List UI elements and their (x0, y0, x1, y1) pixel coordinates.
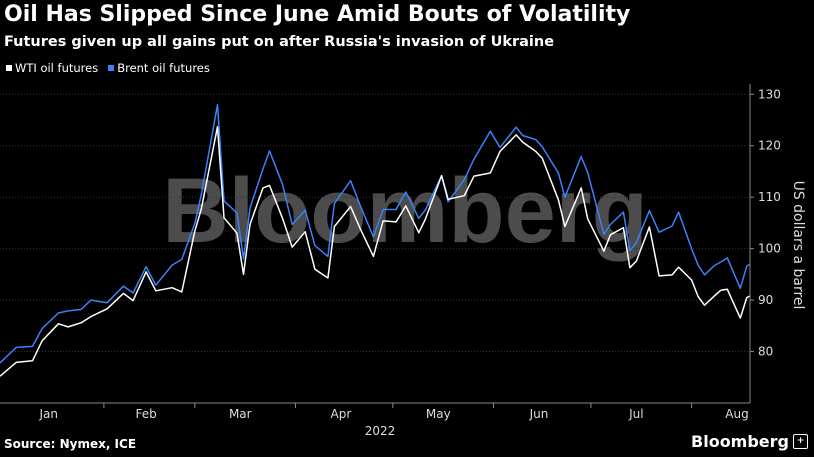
y-axis-label: US dollars a barrel (790, 181, 806, 310)
x-tick-label-mar: Mar (229, 407, 252, 421)
legend-swatch-wti (6, 65, 12, 71)
chart-title: Oil Has Slipped Since June Amid Bouts of… (4, 2, 631, 27)
x-tick-label-apr: Apr (331, 407, 352, 421)
legend-item-brent: Brent oil futures (108, 61, 210, 75)
source-note: Source: Nymex, ICE (4, 437, 137, 451)
bloomberg-brand: Bloomberg + (691, 432, 808, 451)
x-tick-label-jul: Jul (628, 407, 643, 421)
y-tick-label-130: 130 (758, 87, 781, 101)
series-line-wti (0, 125, 751, 377)
x-tick-label-feb: Feb (135, 407, 156, 421)
x-axis-label: 2022 (365, 424, 396, 438)
legend: WTI oil futures Brent oil futures (6, 61, 210, 75)
legend-item-wti: WTI oil futures (6, 61, 98, 75)
y-tick-label-120: 120 (758, 139, 781, 153)
legend-swatch-brent (108, 65, 115, 71)
x-tick-label-jun: Jun (529, 407, 549, 421)
x-tick-label-jan: Jan (38, 407, 58, 421)
y-tick-label-100: 100 (758, 242, 781, 256)
y-tick-label-90: 90 (758, 293, 773, 307)
brand-label: Bloomberg (691, 432, 789, 451)
x-tick-label-may: May (426, 407, 451, 421)
plus-icon: + (793, 434, 808, 449)
legend-label-wti: WTI oil futures (15, 61, 99, 75)
series-line-brent (0, 103, 751, 364)
y-tick-label-110: 110 (758, 190, 781, 204)
y-tick-label-80: 80 (758, 345, 773, 359)
watermark-text: Bloomberg (162, 160, 648, 262)
legend-label-brent: Brent oil futures (117, 61, 210, 75)
chart-subtitle: Futures given up all gains put on after … (4, 34, 555, 50)
x-tick-label-aug: Aug (725, 407, 748, 421)
